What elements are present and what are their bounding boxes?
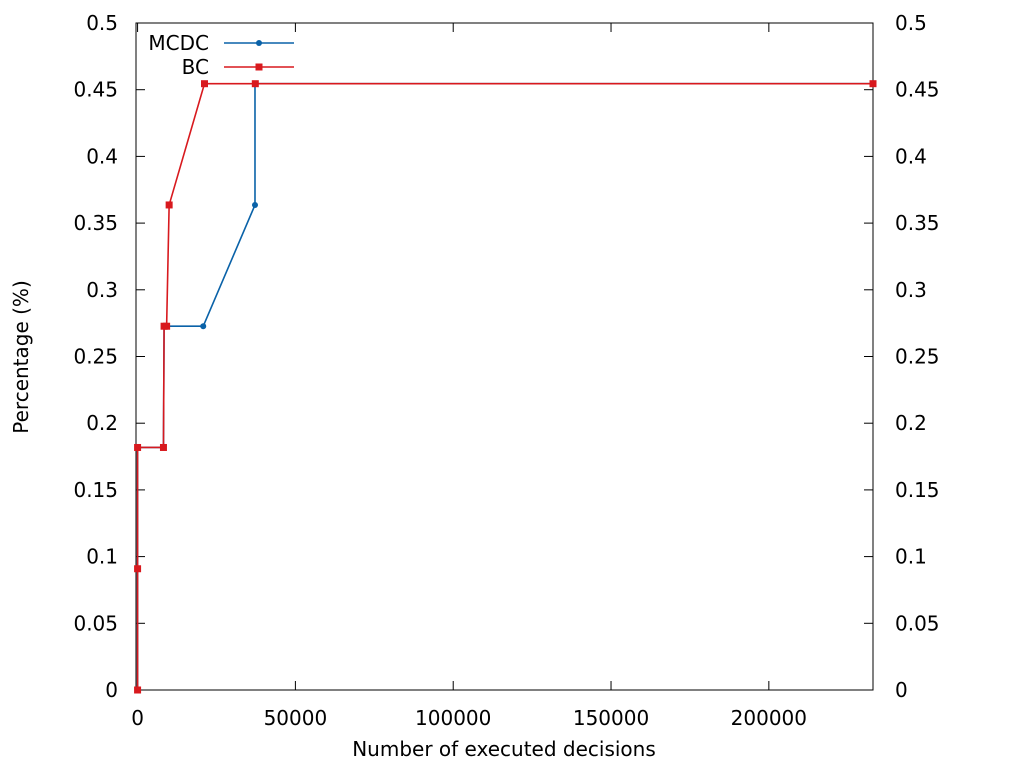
x-axis-title: Number of executed decisions bbox=[352, 737, 656, 761]
y-tick-label-left: 0.4 bbox=[86, 144, 118, 168]
y-tick-label-left: 0.05 bbox=[73, 611, 118, 635]
data-point-square bbox=[134, 686, 142, 694]
data-point-circle bbox=[200, 323, 207, 330]
series-group bbox=[134, 80, 877, 694]
y-tick-label-right: 0.1 bbox=[895, 545, 927, 569]
y-tick-label-right: 0.35 bbox=[895, 211, 940, 235]
series-line bbox=[136, 82, 873, 690]
ticks bbox=[136, 22, 873, 691]
y-tick-label-right: 0.4 bbox=[895, 144, 927, 168]
y-tick-label-right: 0.2 bbox=[895, 411, 927, 435]
data-point-square bbox=[255, 63, 263, 71]
data-point-square bbox=[200, 80, 208, 88]
data-point-square bbox=[159, 443, 167, 451]
y-tick-label-right: 0.25 bbox=[895, 345, 940, 369]
data-point-circle bbox=[256, 40, 262, 46]
y-tick-label-right: 0.5 bbox=[895, 11, 927, 35]
y-tick-label-right: 0.15 bbox=[895, 478, 940, 502]
y-tick-label-left: 0.1 bbox=[86, 545, 118, 569]
x-tick-label: 50000 bbox=[264, 706, 328, 730]
y-tick-label-left: 0.25 bbox=[73, 345, 118, 369]
y-axis-title: Percentage (%) bbox=[9, 280, 33, 433]
y-tick-label-left: 0 bbox=[105, 678, 118, 702]
tick-labels: 0 00.05 0.050.1 0.10.15 0.150.2 0.20.25 0.250.… bbox=[73, 11, 939, 730]
data-point-square bbox=[165, 201, 173, 209]
y-tick-label-left: 0.2 bbox=[86, 411, 118, 435]
data-point-circle bbox=[251, 201, 258, 208]
y-tick-label-left: 0.5 bbox=[86, 11, 118, 35]
y-tick-label-right: 0 bbox=[895, 678, 908, 702]
data-point-square bbox=[134, 443, 142, 451]
y-tick-label-left: 0.3 bbox=[86, 278, 118, 302]
y-tick-label-right: 0.05 bbox=[895, 611, 940, 635]
data-point-square bbox=[134, 565, 142, 573]
legend-label: MCDC bbox=[148, 31, 209, 55]
y-tick-label-left: 0.45 bbox=[73, 78, 118, 102]
y-tick-label-left: 0.35 bbox=[73, 211, 118, 235]
legend-label: BC bbox=[182, 55, 209, 79]
series-mcdc bbox=[134, 80, 876, 693]
y-tick-label-right: 0.45 bbox=[895, 78, 940, 102]
data-point-square bbox=[163, 322, 171, 330]
data-point-square bbox=[251, 80, 259, 88]
series-line bbox=[136, 82, 873, 690]
y-tick-label-right: 0.3 bbox=[895, 278, 927, 302]
x-tick-label: 100000 bbox=[415, 706, 491, 730]
x-tick-label: 0 bbox=[131, 706, 144, 730]
x-tick-label: 150000 bbox=[573, 706, 649, 730]
plot-frame bbox=[135, 22, 874, 691]
y-tick-label-left: 0.15 bbox=[73, 478, 118, 502]
x-tick-label: 200000 bbox=[731, 706, 807, 730]
data-point-square bbox=[869, 80, 877, 88]
series-bc bbox=[134, 80, 877, 694]
